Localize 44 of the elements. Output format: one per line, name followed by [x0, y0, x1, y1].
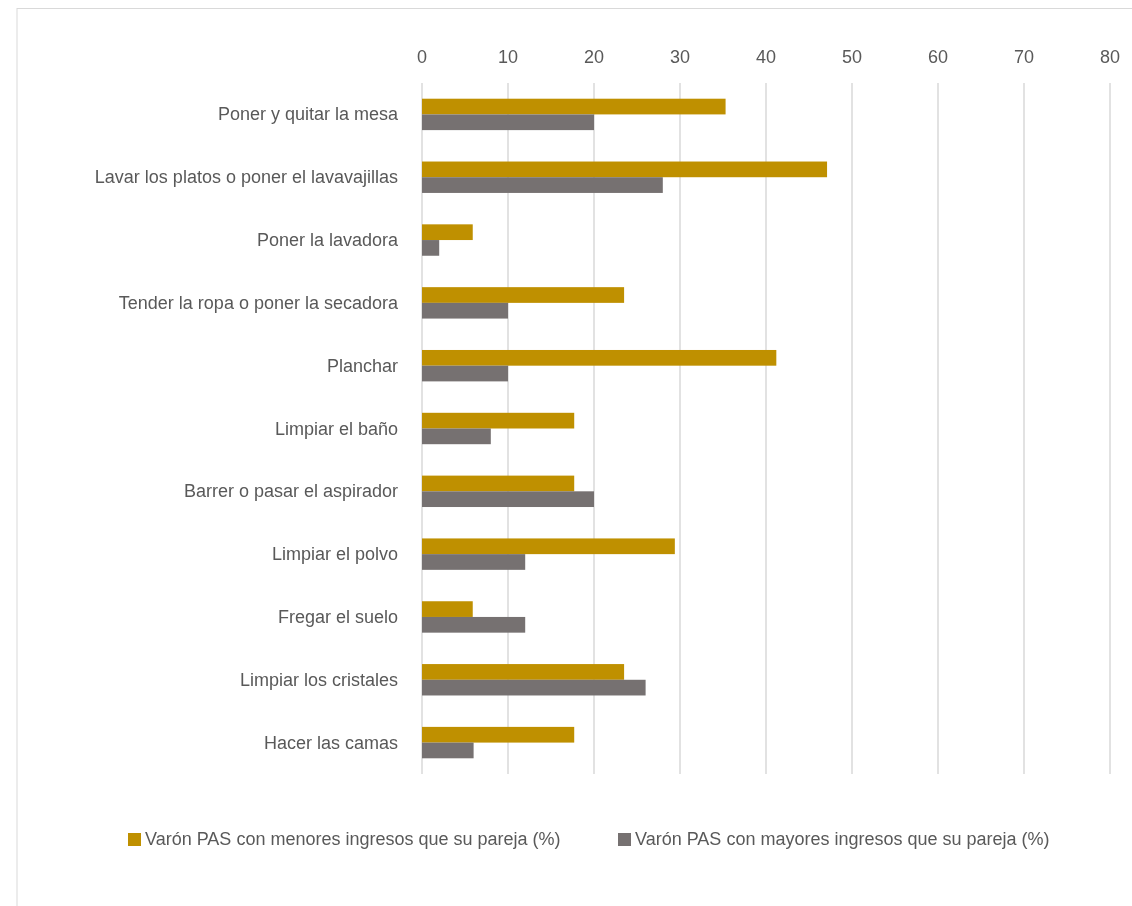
bar — [422, 742, 474, 759]
x-tick-label: 60 — [927, 47, 949, 67]
bar — [422, 114, 594, 131]
bar — [422, 287, 625, 303]
bar — [422, 616, 526, 633]
bar — [422, 412, 575, 429]
bar — [422, 726, 575, 743]
bar — [422, 224, 473, 241]
x-tick-label: 80 — [1099, 47, 1121, 67]
bar — [422, 240, 440, 256]
y-tick-label: Tender la ropa o poner la secadora — [118, 292, 399, 313]
legend-label: Varón PAS con mayores ingresos que su pareja (%) — [635, 829, 1050, 849]
x-tick-label: 40 — [755, 47, 777, 67]
y-tick-label: Barrer o pasar el aspirador — [183, 481, 398, 502]
bar — [422, 664, 625, 680]
y-tick-label: Fregar el suelo — [277, 606, 398, 627]
legend-label: Varón PAS con menores ingresos que su pareja (%) — [145, 829, 561, 849]
y-tick-label: Limpiar los cristales — [239, 669, 398, 690]
x-tick-label: 30 — [669, 47, 691, 67]
y-tick-label: Poner y quitar la mesa — [217, 104, 399, 125]
y-tick-label: Limpiar el polvo — [271, 544, 398, 565]
x-tick-label: 50 — [841, 47, 863, 67]
bar — [422, 679, 646, 696]
x-tick-label: 20 — [583, 47, 605, 67]
y-tick-label: Planchar — [326, 355, 398, 376]
x-tick-label: 70 — [1013, 47, 1035, 67]
bar — [422, 98, 726, 115]
bar — [422, 177, 663, 193]
bar — [422, 538, 675, 555]
x-tick-label: 0 — [416, 47, 428, 67]
bar — [422, 428, 491, 445]
bar — [422, 601, 473, 617]
bar — [422, 491, 594, 508]
y-tick-label: Poner la lavadora — [256, 230, 399, 251]
x-tick-label: 10 — [497, 47, 519, 67]
bar — [422, 554, 526, 570]
bar — [422, 365, 508, 382]
bar — [422, 161, 828, 178]
bar — [422, 302, 508, 319]
bar — [422, 475, 575, 492]
y-tick-label: Hacer las camas — [263, 732, 398, 753]
y-tick-label: Limpiar el baño — [274, 418, 398, 439]
bar — [422, 349, 777, 366]
y-tick-label: Lavar los platos o poner el lavavajillas — [94, 167, 398, 188]
